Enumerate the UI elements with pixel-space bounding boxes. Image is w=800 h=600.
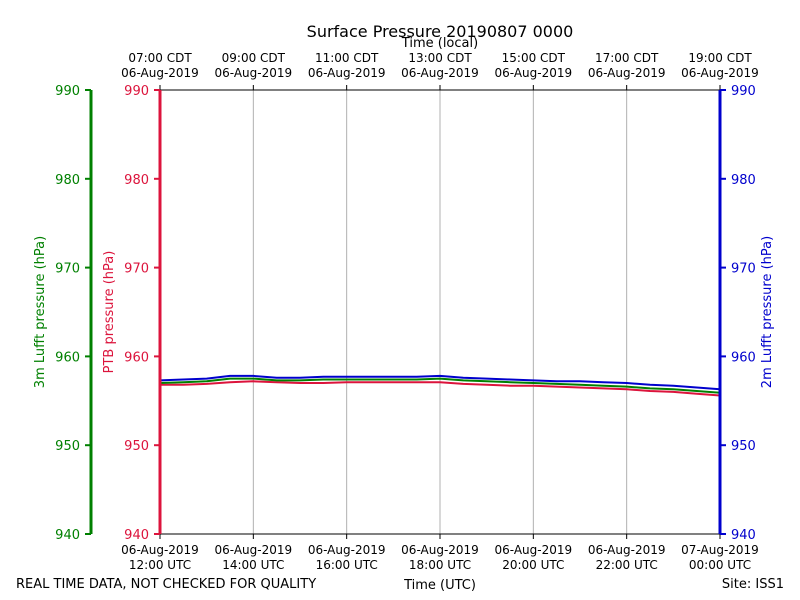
lufft3m-y-tick-label: 960	[55, 350, 80, 365]
lufft2m-y-tick-label: 980	[731, 173, 756, 188]
lufft2m-axis-label: 2m Lufft pressure (hPa)	[760, 236, 775, 388]
top-tick-label-date: 06-Aug-2019	[681, 66, 759, 80]
lufft2m-y-tick-label: 940	[731, 528, 756, 543]
top-tick-label-date: 06-Aug-2019	[588, 66, 666, 80]
ptb-y-tick-label: 950	[124, 439, 149, 454]
quality-disclaimer: REAL TIME DATA, NOT CHECKED FOR QUALITY	[16, 577, 316, 592]
series-line-3m-lufft-pressure	[159, 377, 721, 394]
x-tick-label-date: 06-Aug-2019	[495, 543, 573, 557]
ptb-y-tick-label: 990	[124, 84, 149, 99]
series-line-ptb-pressure	[160, 380, 721, 397]
top-tick-label-time: 09:00 CDT	[222, 51, 286, 65]
top-tick-label-time: 11:00 CDT	[315, 51, 379, 65]
series-line-2m-lufft-pressure	[159, 374, 721, 391]
top-tick-label-time: 15:00 CDT	[502, 51, 566, 65]
x-tick-label-date: 06-Aug-2019	[401, 543, 479, 557]
x-tick-label-date: 06-Aug-2019	[121, 543, 199, 557]
x-tick-label-date: 06-Aug-2019	[588, 543, 666, 557]
lufft3m-y-tick-label: 970	[55, 262, 80, 277]
top-tick-label-date: 06-Aug-2019	[121, 66, 199, 80]
top-axis-title: Time (local)	[401, 36, 478, 51]
ptb-y-tick-label: 970	[124, 262, 149, 277]
top-tick-label-date: 06-Aug-2019	[215, 66, 293, 80]
series-layer	[159, 374, 721, 397]
x-tick-label-time: 18:00 UTC	[409, 558, 471, 572]
lufft3m-y-tick-label: 950	[55, 439, 80, 454]
x-tick-label-time: 00:00 UTC	[689, 558, 751, 572]
ptb-y-tick-label: 940	[124, 528, 149, 543]
lufft2m-y-tick-label: 990	[731, 84, 756, 99]
top-tick-label-time: 19:00 CDT	[688, 51, 752, 65]
x-tick-label-time: 22:00 UTC	[596, 558, 658, 572]
lufft3m-axis-label: 3m Lufft pressure (hPa)	[33, 236, 48, 388]
chart-title: Surface Pressure 20190807 0000	[307, 22, 574, 41]
x-tick-label-time: 14:00 UTC	[222, 558, 284, 572]
ptb-y-tick-label: 980	[124, 173, 149, 188]
x-tick-label-date: 06-Aug-2019	[308, 543, 386, 557]
top-tick-label-time: 17:00 CDT	[595, 51, 659, 65]
x-tick-label-time: 12:00 UTC	[129, 558, 191, 572]
ptb-axis-label: PTB pressure (hPa)	[102, 251, 117, 374]
x-tick-label-date: 07-Aug-2019	[681, 543, 759, 557]
top-tick-label-time: 13:00 CDT	[408, 51, 472, 65]
lufft3m-y-tick-label: 990	[55, 84, 80, 99]
site-label: Site: ISS1	[722, 577, 784, 592]
bottom-axis-title: Time (UTC)	[403, 578, 476, 593]
ptb-y-tick-label: 960	[124, 350, 149, 365]
lufft3m-y-tick-label: 940	[55, 528, 80, 543]
top-tick-label-date: 06-Aug-2019	[495, 66, 573, 80]
lufft2m-y-tick-label: 960	[731, 350, 756, 365]
grid-layer	[252, 90, 628, 534]
lufft2m-y-tick-label: 970	[731, 262, 756, 277]
axes-layer	[85, 85, 726, 539]
x-tick-label-date: 06-Aug-2019	[215, 543, 293, 557]
top-tick-label-date: 06-Aug-2019	[308, 66, 386, 80]
x-tick-label-time: 20:00 UTC	[502, 558, 564, 572]
x-tick-label-time: 16:00 UTC	[316, 558, 378, 572]
top-tick-label-date: 06-Aug-2019	[401, 66, 479, 80]
lufft3m-y-tick-label: 980	[55, 173, 80, 188]
lufft2m-y-tick-label: 950	[731, 439, 756, 454]
top-tick-label-time: 07:00 CDT	[128, 51, 192, 65]
